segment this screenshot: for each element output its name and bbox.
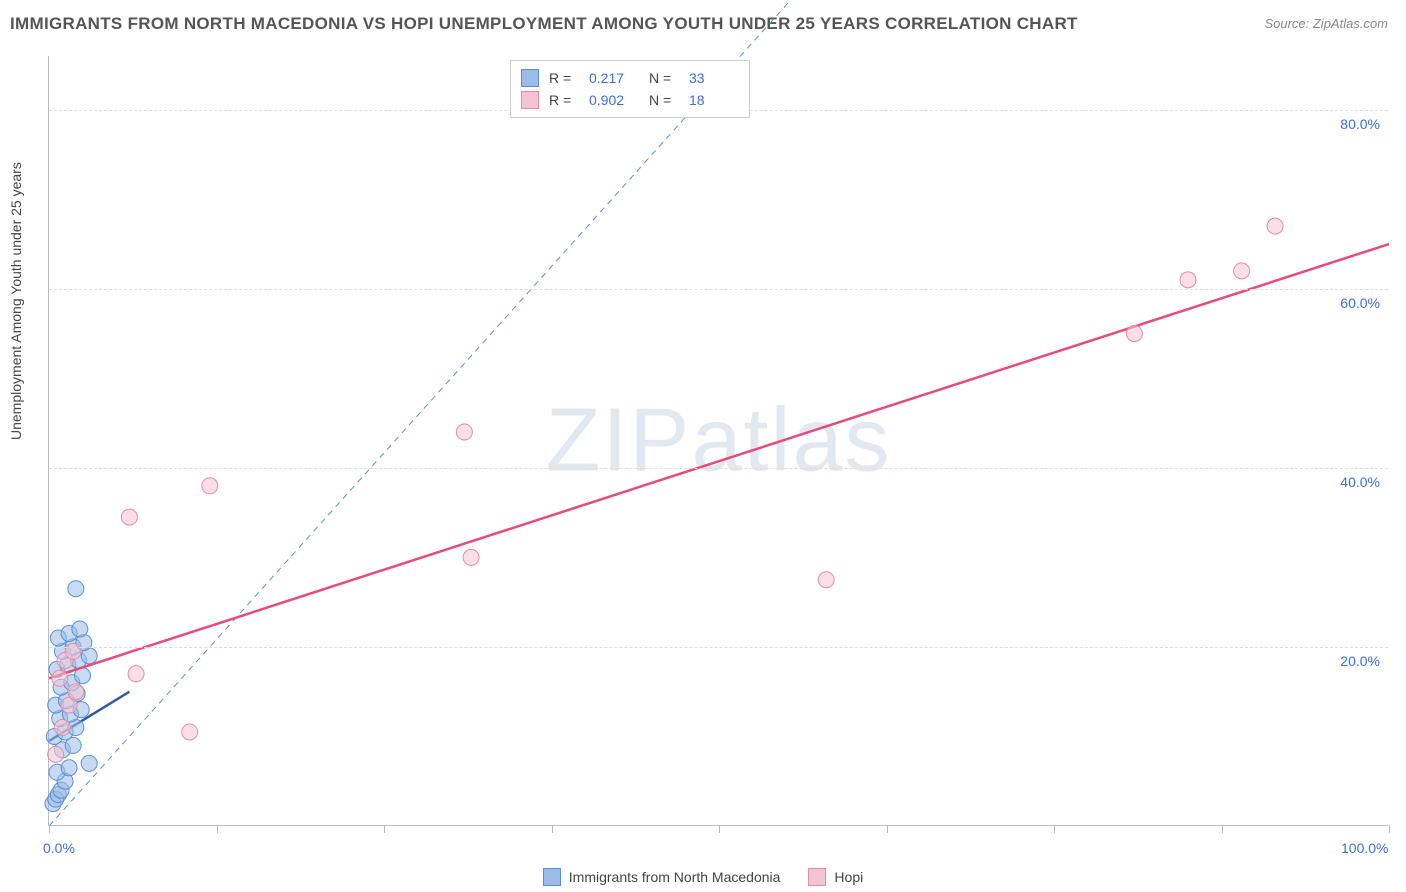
r-label: R = bbox=[549, 92, 579, 108]
series-legend: Immigrants from North Macedonia Hopi bbox=[0, 868, 1406, 886]
x-tick-label: 100.0% bbox=[1341, 840, 1388, 856]
data-point-series2 bbox=[54, 720, 70, 736]
r-label: R = bbox=[549, 70, 579, 86]
r-value-series2: 0.902 bbox=[589, 92, 639, 108]
legend-item-series2: Hopi bbox=[808, 868, 863, 886]
data-point-series2 bbox=[1234, 263, 1250, 279]
y-tick-label: 60.0% bbox=[1340, 295, 1380, 311]
x-tick-mark bbox=[719, 825, 720, 833]
stats-legend: R = 0.217 N = 33 R = 0.902 N = 18 bbox=[510, 60, 750, 118]
legend-label-series2: Hopi bbox=[834, 869, 863, 885]
legend-swatch-series1 bbox=[543, 868, 561, 886]
chart-title: IMMIGRANTS FROM NORTH MACEDONIA VS HOPI … bbox=[10, 14, 1078, 34]
gridline bbox=[49, 468, 1388, 469]
data-point-series2 bbox=[52, 670, 68, 686]
data-point-series1 bbox=[81, 755, 97, 771]
identity-line bbox=[49, 0, 853, 826]
r-value-series1: 0.217 bbox=[589, 70, 639, 86]
legend-label-series1: Immigrants from North Macedonia bbox=[569, 869, 781, 885]
n-label: N = bbox=[649, 70, 679, 86]
data-point-series1 bbox=[68, 581, 84, 597]
x-tick-mark bbox=[1389, 825, 1390, 833]
x-tick-mark bbox=[1054, 825, 1055, 833]
data-point-series2 bbox=[463, 549, 479, 565]
x-tick-mark bbox=[552, 825, 553, 833]
y-tick-label: 20.0% bbox=[1340, 653, 1380, 669]
data-point-series2 bbox=[48, 746, 64, 762]
y-axis-label: Unemployment Among Youth under 25 years bbox=[8, 162, 24, 440]
x-tick-mark bbox=[887, 825, 888, 833]
n-label: N = bbox=[649, 92, 679, 108]
x-tick-mark bbox=[217, 825, 218, 833]
y-tick-label: 80.0% bbox=[1340, 116, 1380, 132]
data-point-series2 bbox=[456, 424, 472, 440]
data-point-series2 bbox=[121, 509, 137, 525]
data-point-series2 bbox=[1126, 326, 1142, 342]
data-point-series2 bbox=[65, 643, 81, 659]
data-point-series2 bbox=[202, 478, 218, 494]
swatch-series2 bbox=[521, 91, 539, 109]
stats-row-series1: R = 0.217 N = 33 bbox=[521, 67, 739, 89]
data-point-series2 bbox=[182, 724, 198, 740]
legend-item-series1: Immigrants from North Macedonia bbox=[543, 868, 781, 886]
plot-svg bbox=[49, 56, 1388, 825]
gridline bbox=[49, 647, 1388, 648]
data-point-series2 bbox=[68, 684, 84, 700]
x-tick-label: 0.0% bbox=[43, 840, 75, 856]
n-value-series2: 18 bbox=[689, 92, 739, 108]
gridline bbox=[49, 289, 1388, 290]
data-point-series1 bbox=[72, 621, 88, 637]
plot-area: ZIPatlas 20.0%40.0%60.0%80.0%0.0%100.0% bbox=[48, 56, 1388, 826]
trend-line-series2 bbox=[49, 244, 1389, 678]
n-value-series1: 33 bbox=[689, 70, 739, 86]
stats-row-series2: R = 0.902 N = 18 bbox=[521, 89, 739, 111]
x-tick-mark bbox=[1222, 825, 1223, 833]
data-point-series1 bbox=[61, 760, 77, 776]
data-point-series2 bbox=[1267, 218, 1283, 234]
x-tick-mark bbox=[49, 825, 50, 833]
data-point-series2 bbox=[128, 666, 144, 682]
swatch-series1 bbox=[521, 69, 539, 87]
data-point-series2 bbox=[818, 572, 834, 588]
source-credit: Source: ZipAtlas.com bbox=[1264, 16, 1388, 31]
correlation-chart: IMMIGRANTS FROM NORTH MACEDONIA VS HOPI … bbox=[0, 0, 1406, 892]
y-tick-label: 40.0% bbox=[1340, 474, 1380, 490]
x-tick-mark bbox=[384, 825, 385, 833]
data-point-series2 bbox=[1180, 272, 1196, 288]
legend-swatch-series2 bbox=[808, 868, 826, 886]
